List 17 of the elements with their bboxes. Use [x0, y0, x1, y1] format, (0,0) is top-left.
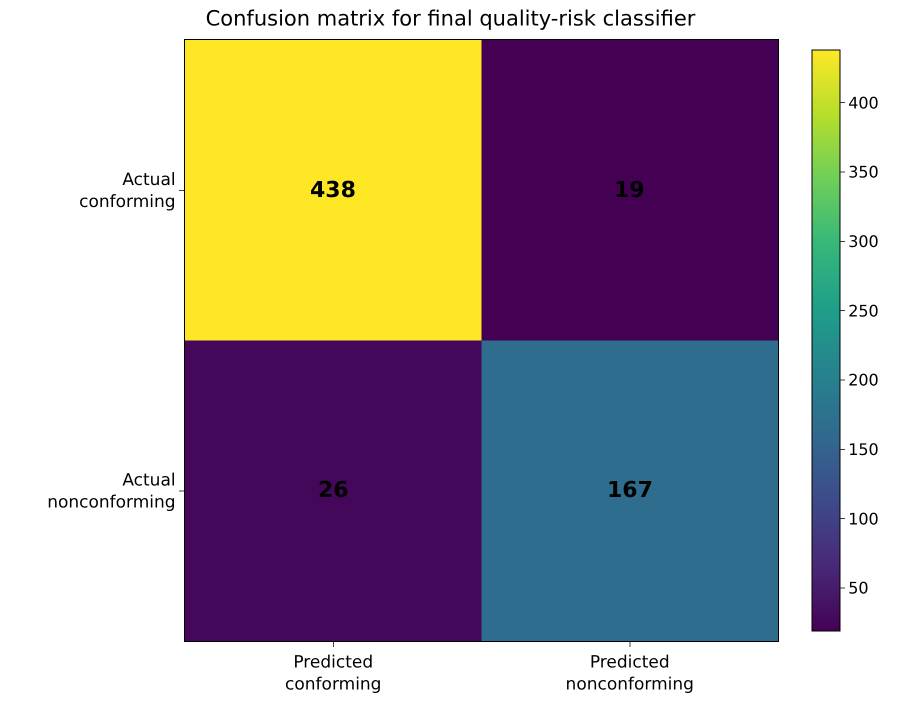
color-bar-label: 400 — [848, 93, 879, 112]
x-tick-label: Predicted conforming — [285, 652, 382, 694]
color-bar-label: 350 — [848, 162, 879, 182]
color-bar-label: 200 — [848, 370, 879, 390]
data-label: 19 — [614, 178, 645, 203]
color-bar-label: 300 — [848, 232, 879, 251]
x-tick-label: Predicted nonconforming — [566, 652, 694, 694]
color-bar-label: 50 — [848, 578, 869, 598]
y-tick-label: Actual nonconforming — [47, 470, 176, 513]
color-bar-label: 150 — [848, 440, 879, 459]
data-label: 26 — [318, 478, 349, 503]
data-label: 167 — [607, 478, 653, 503]
chart-title: Confusion matrix for final quality-risk classifier — [206, 6, 696, 30]
color-bar-label: 250 — [848, 301, 879, 320]
color-bar-label: 100 — [848, 509, 879, 528]
y-tick-label: Actual conforming — [79, 170, 176, 212]
data-label: 438 — [310, 178, 356, 203]
